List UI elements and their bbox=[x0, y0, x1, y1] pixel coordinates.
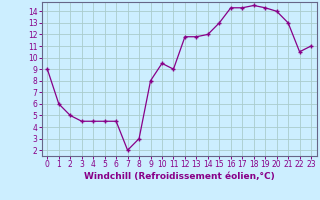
X-axis label: Windchill (Refroidissement éolien,°C): Windchill (Refroidissement éolien,°C) bbox=[84, 172, 275, 181]
